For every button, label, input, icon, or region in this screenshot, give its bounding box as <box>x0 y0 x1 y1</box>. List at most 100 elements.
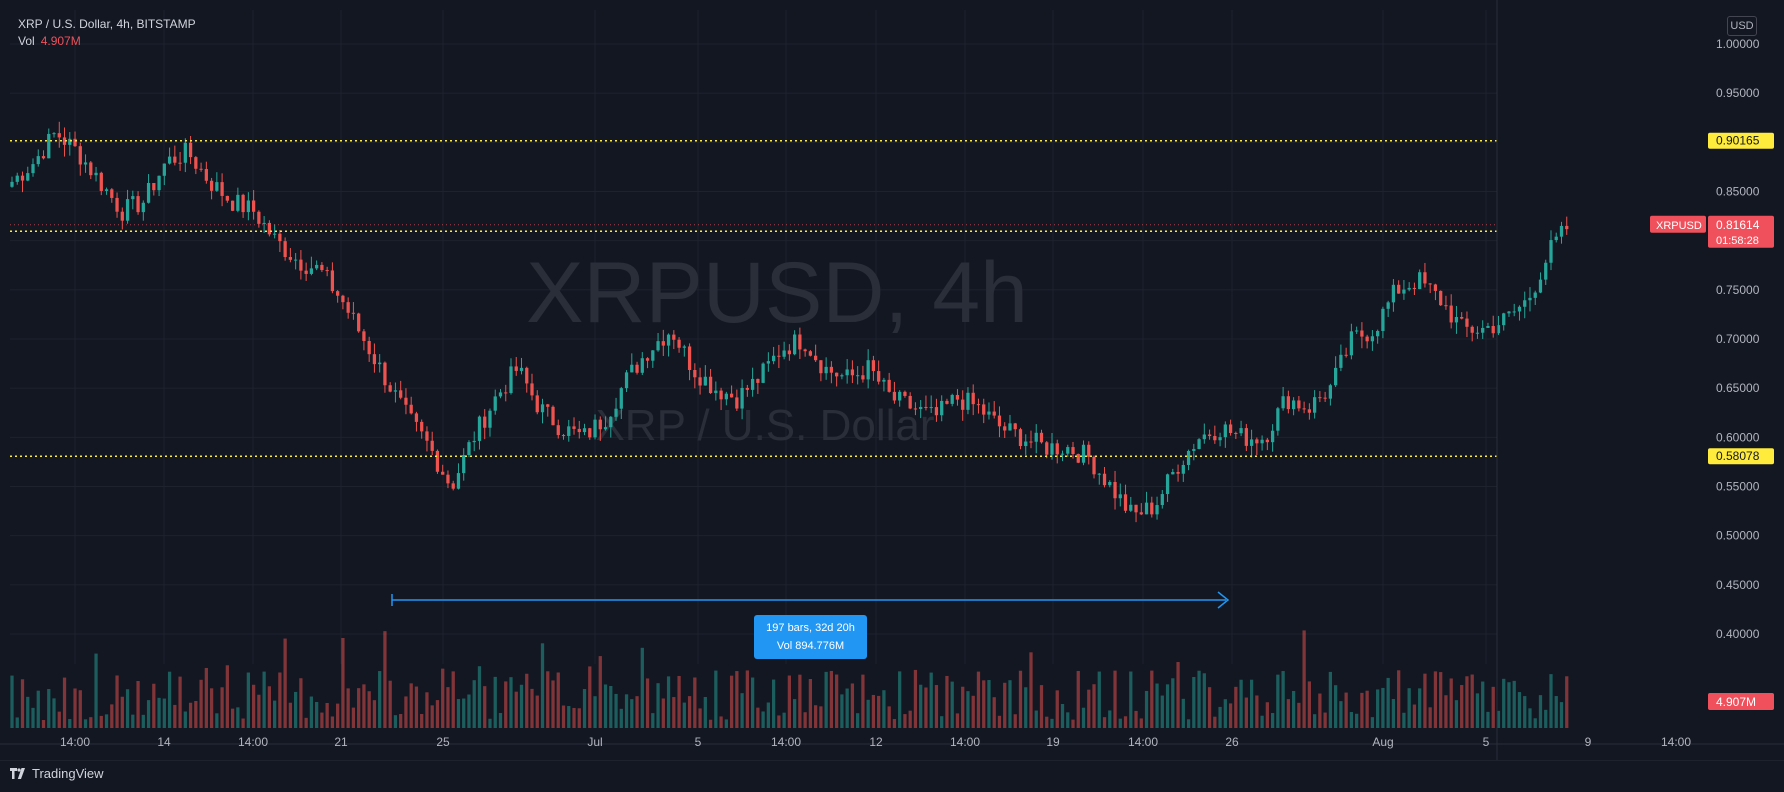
volume-bar <box>877 695 881 728</box>
volume-bar <box>167 671 172 728</box>
volume-bar <box>750 677 755 728</box>
candle-body <box>546 404 550 407</box>
candle-body <box>278 233 282 242</box>
volume-bar <box>525 673 529 728</box>
volume-bar <box>1391 699 1396 728</box>
volume-bar <box>546 671 550 728</box>
candle-body <box>1034 432 1038 442</box>
candle-body <box>866 360 870 380</box>
candle-body <box>630 364 634 373</box>
candle-body <box>1544 262 1548 280</box>
volume-bar <box>824 671 828 728</box>
candle-body <box>819 360 823 374</box>
candle-body <box>509 366 513 393</box>
candle-body <box>262 222 266 224</box>
candle-body <box>47 133 51 159</box>
volume-bar <box>982 680 986 728</box>
volume-bar <box>241 718 245 728</box>
volume-bar <box>1328 671 1333 728</box>
time-axis-label: 12 <box>869 735 883 749</box>
volume-bar <box>230 708 235 728</box>
candle-body <box>152 182 156 191</box>
candle-body <box>1039 432 1044 443</box>
volume-bar <box>446 687 450 728</box>
volume-bar <box>1260 715 1264 728</box>
volume-bar <box>1276 674 1280 728</box>
price-axis-label: 0.60000 <box>1716 430 1760 444</box>
candle-body <box>146 182 151 203</box>
volume-bar <box>94 653 98 728</box>
volume-bar <box>1071 719 1075 728</box>
volume-bar <box>62 677 67 728</box>
volume-bar <box>814 705 818 728</box>
candle-body <box>656 341 660 351</box>
volume-bar <box>871 694 876 728</box>
candle-body <box>992 411 996 416</box>
candle-body <box>698 377 702 386</box>
candle-body <box>1097 473 1101 475</box>
candle-body <box>1334 367 1338 386</box>
candle-body <box>913 408 918 410</box>
volume-bar <box>929 672 933 728</box>
volume-bar <box>677 675 681 728</box>
volume-bar <box>425 692 429 728</box>
candle-body <box>829 366 834 373</box>
volume-bar <box>1565 676 1569 728</box>
level-price-tag <box>1708 132 1774 149</box>
volume-bar <box>1265 702 1269 728</box>
candle-body <box>1165 474 1170 495</box>
volume-bar <box>393 715 398 728</box>
volume-bar <box>435 700 440 728</box>
volume-bar <box>1060 704 1065 728</box>
candle-body <box>1066 447 1070 454</box>
candle-body <box>1150 502 1154 515</box>
candle-body <box>1197 439 1201 449</box>
volume-bar <box>1360 692 1364 728</box>
volume-bar <box>236 707 240 728</box>
candle-body <box>661 341 665 346</box>
volume-bar <box>1428 707 1432 728</box>
volume-bar <box>714 670 718 728</box>
candle-body <box>1018 429 1023 447</box>
volume-bar <box>131 714 135 728</box>
candle-body <box>1192 448 1196 451</box>
candle-body <box>320 264 324 271</box>
volume-bar <box>1334 685 1338 728</box>
candle-body <box>514 366 518 371</box>
volume-bar <box>1213 716 1217 728</box>
volume-bar <box>971 695 975 728</box>
candle-body <box>624 372 629 389</box>
candle-body <box>1481 327 1485 333</box>
volume-bar <box>498 712 503 728</box>
watermark-description: XRP / U.S. Dollar <box>595 401 934 450</box>
volume-bar <box>83 719 88 728</box>
volume-bar <box>1192 677 1196 728</box>
volume-bar <box>656 683 660 728</box>
symbol-price-tag-label: XRPUSD <box>1656 220 1702 232</box>
watermark-symbol: XRPUSD, 4h <box>526 245 1028 341</box>
volume-bar <box>1045 716 1049 728</box>
volume-bar <box>351 707 356 728</box>
candle-body <box>651 350 655 361</box>
volume-bar <box>336 703 340 728</box>
candle-body <box>892 391 897 401</box>
volume-bar <box>672 697 676 728</box>
candle-body <box>1475 332 1480 334</box>
candle-body <box>1223 424 1227 438</box>
volume-bar <box>1092 684 1096 728</box>
volume-bar <box>514 691 518 728</box>
volume-bar <box>955 713 960 728</box>
candle-body <box>961 399 965 410</box>
candle-body <box>940 400 944 416</box>
volume-bar <box>178 676 182 728</box>
currency-button[interactable]: USD <box>1727 16 1757 36</box>
candle-body <box>724 393 728 400</box>
volume-bar <box>52 698 56 728</box>
candle-body <box>136 196 140 213</box>
volume-bar <box>1281 671 1285 728</box>
candle-body <box>194 157 198 169</box>
tradingview-logo[interactable]: TradingView <box>10 766 104 781</box>
volume-bar <box>89 717 93 728</box>
